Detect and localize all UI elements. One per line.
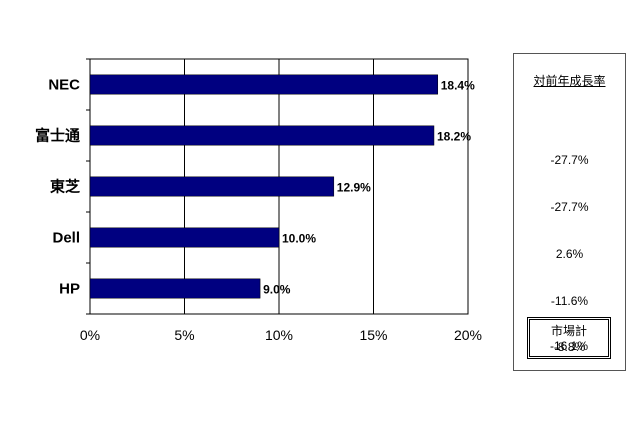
market-total-value: -16.1% — [549, 339, 589, 353]
growth-rate-title: 対前年成長率 — [533, 74, 606, 88]
growth-value-toshiba: 2.6% — [555, 247, 584, 261]
bar — [89, 278, 261, 299]
x-tick-label: 0% — [80, 327, 100, 343]
bar — [89, 227, 280, 248]
data-label: 9.0% — [263, 283, 291, 297]
category-label: 富士通 — [35, 127, 80, 145]
x-tick-label: 15% — [359, 327, 387, 343]
x-tick-label: 20% — [454, 327, 482, 343]
growth-value-fujitsu: -27.7% — [550, 200, 589, 214]
x-tick-label: 10% — [265, 327, 293, 343]
data-label: 18.4% — [441, 79, 475, 93]
growth-value-hp: -8.8% — [553, 340, 586, 354]
bar — [89, 176, 335, 197]
growth-rate-panel: 対前年成長率 -27.7% -27.7% 2.6% -11.6% -8.8% 市… — [513, 53, 626, 371]
x-tick-label: 5% — [174, 327, 194, 343]
market-total-box: 市場計 -16.1% — [527, 317, 611, 359]
growth-value-dell: -11.6% — [550, 294, 589, 308]
category-label: NEC — [48, 77, 80, 94]
bar-chart: 0% 5% 10% 15% 20% NEC 18.4% 富士通 18.2% 東芝 12.9% Dell… — [35, 58, 482, 343]
data-label: 10.0% — [282, 232, 316, 246]
growth-value-nec: -27.7% — [550, 153, 589, 167]
bar — [89, 74, 439, 95]
category-label: Dell — [52, 230, 80, 247]
data-label: 12.9% — [337, 181, 371, 195]
category-label: 東芝 — [50, 178, 80, 196]
data-label: 18.2% — [437, 130, 471, 144]
market-total-label: 市場計 — [550, 324, 587, 338]
bar — [89, 125, 435, 146]
category-label: HP — [59, 281, 80, 298]
